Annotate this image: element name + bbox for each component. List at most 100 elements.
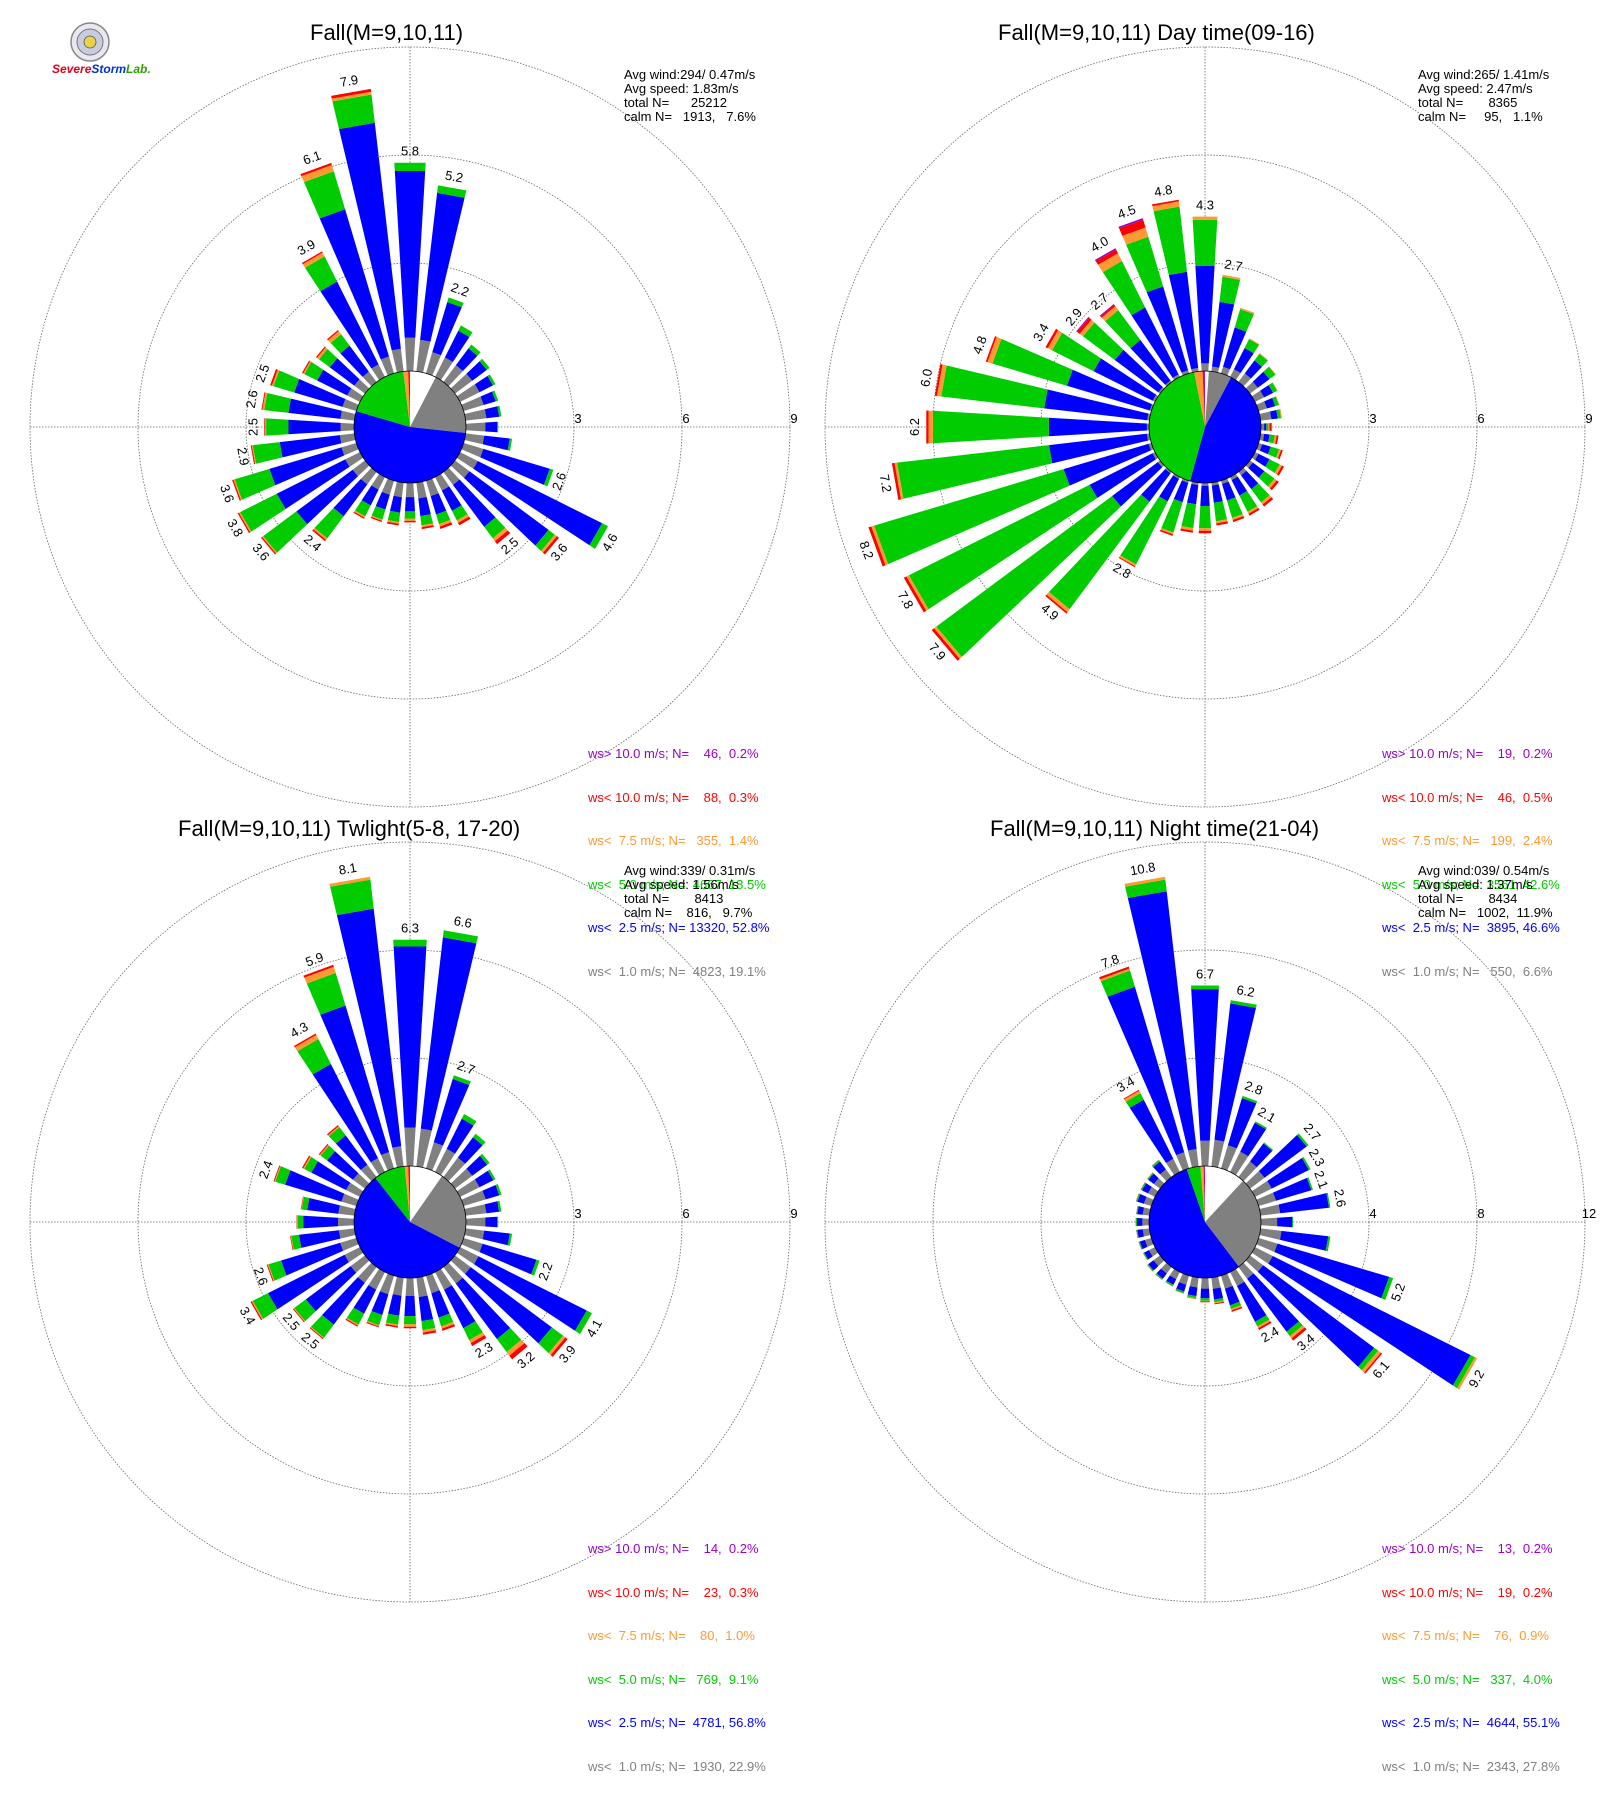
bar-segment	[235, 469, 276, 500]
bar-segment	[392, 349, 404, 373]
bar-segment	[1211, 1140, 1224, 1168]
bar-segment	[1201, 1289, 1210, 1299]
panel-4-legend-lt5: ws< 5.0 m/s; N= 337, 4.0%	[1382, 1673, 1560, 1688]
bar-segment	[1264, 423, 1266, 430]
bar-segment	[1227, 497, 1243, 518]
bar-label: 6.2	[907, 418, 922, 436]
ring-label: 6	[682, 411, 689, 426]
panel-4-legend-lt25: ws< 2.5 m/s; N= 4644, 55.1%	[1382, 1716, 1560, 1731]
panel-3-legend: ws> 10.0 m/s; N= 14, 0.2% ws< 10.0 m/s; …	[588, 1513, 766, 1803]
bar-segment	[393, 1277, 404, 1296]
bar-segment	[1200, 1298, 1209, 1300]
bar-label: 5.8	[401, 144, 419, 159]
bar-segment	[343, 399, 359, 411]
bar-segment	[1277, 1217, 1292, 1227]
bar-segment	[405, 511, 416, 518]
panel-2-total: total N= 8365	[1418, 96, 1549, 110]
bar-label: 3.4	[1030, 321, 1052, 344]
bar-segment	[404, 519, 415, 521]
bar-segment	[1191, 986, 1219, 990]
bar-segment	[1188, 1149, 1199, 1168]
bar-label: 7.8	[1099, 951, 1121, 971]
bar-segment	[338, 1218, 354, 1227]
panel-2-avg-wind: Avg wind:265/ 1.41m/s	[1418, 68, 1549, 82]
bar-segment	[431, 493, 447, 514]
panel-4-legend: ws> 10.0 m/s; N= 13, 0.2% ws< 10.0 m/s; …	[1382, 1513, 1560, 1803]
bar-segment	[1187, 484, 1198, 504]
bar-label: 3.9	[295, 236, 318, 258]
panel-3-calm: calm N= 816, 9.7%	[624, 906, 755, 920]
bar-segment	[1221, 1273, 1233, 1288]
panel-3-legend-lt1: ws< 1.0 m/s; N= 1930, 22.9%	[588, 1760, 766, 1775]
bar-segment	[926, 410, 928, 443]
bar-segment	[382, 478, 394, 494]
ring-label: 6	[1477, 411, 1484, 426]
bar-segment	[264, 418, 265, 435]
bar-segment	[404, 521, 415, 523]
bar-segment	[466, 1218, 485, 1227]
bar-label: 2.8	[1243, 1078, 1265, 1098]
bar-segment	[404, 1324, 416, 1327]
panel-1-legend-lt75: ws< 7.5 m/s; N= 355, 1.4%	[588, 834, 769, 849]
bar-segment	[1260, 1228, 1282, 1240]
bar-segment	[1200, 1301, 1210, 1302]
ring-label: 9	[790, 411, 797, 426]
bar-segment	[1049, 418, 1147, 437]
bar-segment	[466, 423, 485, 432]
bar-segment	[1292, 1217, 1293, 1227]
bar-label: 2.1	[1255, 1104, 1278, 1126]
panel-1-legend-lt10: ws< 10.0 m/s; N= 88, 0.3%	[588, 791, 769, 806]
bar-label: 2.7	[455, 1057, 477, 1077]
bar-segment	[406, 483, 414, 497]
bar-label: 7.9	[339, 72, 359, 90]
logo-lab-text: Lab.	[126, 62, 151, 76]
bar-segment	[392, 1146, 403, 1167]
ring-label: 3	[574, 1206, 581, 1221]
panel-3-avg-speed: Avg speed: 1.56m/s	[624, 878, 755, 892]
bar-segment	[419, 1296, 433, 1322]
bar-segment	[298, 1215, 304, 1228]
bar-label: 10.8	[1129, 859, 1157, 878]
bar-segment	[1200, 1141, 1210, 1166]
bar-segment	[1212, 484, 1223, 502]
panel-4-calm: calm N= 1002, 11.9%	[1418, 906, 1553, 920]
bar-segment	[1222, 482, 1236, 501]
bar-label: 2.6	[1331, 1188, 1349, 1208]
bar-segment	[1136, 1218, 1137, 1226]
logo-storm-text: Storm	[91, 62, 126, 76]
panel-3-total: total N= 8413	[624, 892, 755, 906]
panel-3-legend-lt75: ws< 7.5 m/s; N= 80, 1.0%	[588, 1629, 766, 1644]
bar-segment	[1181, 503, 1196, 529]
bar-label: 4.5	[1116, 202, 1138, 222]
bar-segment	[341, 423, 355, 431]
panel-1-title: Fall(M=9,10,11)	[310, 20, 463, 46]
bar-segment	[405, 497, 415, 511]
bar-segment	[388, 1294, 401, 1316]
bar-segment	[1188, 1286, 1198, 1296]
bar-segment	[1191, 989, 1219, 1141]
bar-segment	[394, 947, 427, 1128]
bar-segment	[1260, 1205, 1281, 1216]
panel-4-legend-gt10: ws> 10.0 m/s; N= 13, 0.2%	[1382, 1542, 1560, 1557]
ring-label: 6	[682, 1206, 689, 1221]
panel-4-legend-lt75: ws< 7.5 m/s; N= 76, 0.9%	[1382, 1629, 1560, 1644]
bar-segment	[341, 1194, 358, 1206]
bar-label: 7.2	[877, 473, 895, 493]
ring-label: 9	[1585, 411, 1592, 426]
bar-segment	[483, 1231, 510, 1246]
bar-segment	[1200, 1301, 1209, 1302]
bar-segment	[404, 1316, 416, 1324]
bar-segment	[1199, 531, 1212, 534]
bar-segment	[1225, 1286, 1240, 1306]
bar-segment	[253, 442, 283, 464]
panel-1-legend-lt25: ws< 2.5 m/s; N= 13320, 52.8%	[588, 921, 769, 936]
bar-segment	[483, 436, 510, 451]
bar-segment	[1190, 1277, 1199, 1288]
bar-segment	[418, 497, 431, 516]
